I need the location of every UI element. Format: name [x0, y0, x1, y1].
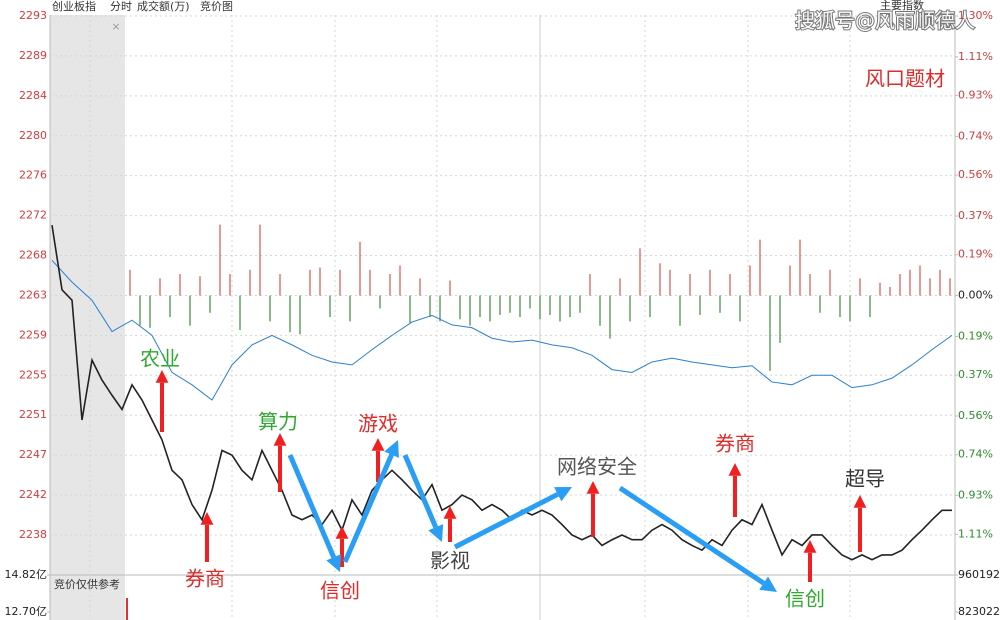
- y-tick-label: 2263: [19, 288, 47, 301]
- volume-y2-label: 960192: [958, 568, 1000, 581]
- annotation: 影视: [430, 549, 470, 573]
- y2-tick-label: 0.56%: [958, 168, 993, 181]
- annotation: 券商: [715, 432, 755, 456]
- auction-note: 竞价仅供参考: [54, 577, 120, 591]
- annotation: 网络安全: [557, 455, 637, 479]
- mode[interactable]: 分时: [110, 0, 132, 13]
- watermark: 搜狐号@风雨顺德人: [795, 9, 975, 33]
- y-tick-label: 2251: [19, 408, 47, 421]
- y2-tick-label: 1.11%: [958, 50, 993, 63]
- price-line: [51, 259, 953, 401]
- index-name: 创业板指: [52, 0, 96, 13]
- annotation: 信创: [320, 579, 360, 603]
- y2-tick-label: 0.19%: [958, 248, 993, 261]
- annotation: 信创: [785, 587, 825, 611]
- y-tick-label: 2259: [19, 328, 47, 341]
- y-tick-label: 2272: [19, 209, 47, 222]
- y2-tick-label: 0.19%: [958, 329, 993, 342]
- volume-bar: [126, 598, 128, 620]
- arrow-head: [728, 463, 742, 476]
- arrow-shaft: [453, 492, 559, 550]
- price-line: [51, 224, 952, 561]
- volume-label: 成交额(万): [137, 0, 190, 13]
- y2-tick-label: 1.30%: [958, 9, 993, 22]
- y2-tick-label: 1.11%: [958, 527, 993, 540]
- chart-title: 风口题材: [865, 67, 945, 91]
- y2-tick-label: 0.00%: [958, 289, 993, 302]
- y2-tick-label: 0.56%: [958, 409, 993, 422]
- y2-tick-label: 0.37%: [958, 209, 993, 222]
- arrow-head: [384, 440, 399, 458]
- y2-tick-label: 0.93%: [958, 489, 993, 502]
- arrow-head: [803, 540, 817, 553]
- y-tick-label: 2284: [19, 89, 47, 102]
- volume-tick-label: 14.82亿: [5, 568, 48, 581]
- y-tick-label: 2255: [19, 368, 47, 381]
- view[interactable]: 竞价图: [200, 0, 233, 13]
- arrow-head: [371, 438, 385, 451]
- close-icon[interactable]: ×: [111, 20, 120, 33]
- annotation: 算力: [258, 410, 298, 434]
- y-tick-label: 2293: [19, 9, 47, 22]
- annotation: 超导: [845, 467, 885, 491]
- y2-tick-label: 0.93%: [958, 89, 993, 102]
- arrow-head: [554, 487, 572, 502]
- annotation: 游戏: [358, 412, 398, 436]
- y-tick-label: 2289: [19, 49, 47, 62]
- y-tick-label: 2247: [19, 448, 47, 461]
- arrow-head: [155, 370, 169, 383]
- volume-tick-label: 12.70亿: [5, 605, 48, 618]
- arrow-head: [428, 524, 444, 542]
- volume-y2-label: 823022: [958, 605, 1000, 618]
- arrow-head: [853, 495, 867, 508]
- arrow-shaft: [618, 485, 766, 586]
- arrow-shaft: [402, 454, 439, 529]
- y-tick-label: 2268: [19, 249, 47, 262]
- y-tick-label: 2276: [19, 169, 47, 182]
- arrow-head: [443, 506, 457, 519]
- arrow-head: [273, 433, 287, 446]
- vertical-grid: [89, 15, 851, 620]
- y2-tick-label: 0.74%: [958, 448, 993, 461]
- y-tick-label: 2242: [19, 488, 47, 501]
- y2-tick-label: 0.37%: [958, 368, 993, 381]
- arrow-shaft: [342, 453, 394, 563]
- y2-tick-label: 0.74%: [958, 129, 993, 142]
- y-tick-label: 2280: [19, 129, 47, 142]
- arrow-head: [326, 554, 342, 572]
- index-button[interactable]: 主要指数: [880, 0, 924, 12]
- annotation: 券商: [185, 567, 225, 591]
- arrow-head: [335, 526, 349, 539]
- auction-area: [50, 15, 125, 620]
- arrow-head: [586, 481, 600, 494]
- arrow-head: [759, 576, 777, 592]
- annotation: 农业: [140, 347, 180, 371]
- arrow-head: [200, 512, 214, 525]
- arrow-shaft: [287, 454, 337, 559]
- y-tick-label: 2238: [19, 528, 47, 541]
